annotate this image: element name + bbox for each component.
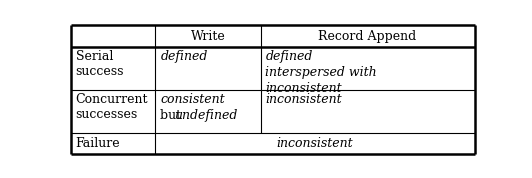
Text: Serial
success: Serial success [76,50,124,78]
Text: interspersed with: interspersed with [265,66,377,79]
Text: Record Append: Record Append [319,30,417,43]
Text: consistent: consistent [161,93,225,106]
Text: Write: Write [190,30,226,43]
Text: defined: defined [265,50,313,63]
Text: inconsistent: inconsistent [265,93,342,106]
Text: Failure: Failure [76,137,120,150]
Text: inconsistent: inconsistent [265,82,342,95]
Text: undefined: undefined [174,109,237,122]
Text: inconsistent: inconsistent [277,137,353,150]
Text: defined: defined [161,50,208,63]
Text: but: but [161,109,186,122]
Text: Concurrent
successes: Concurrent successes [76,93,148,121]
